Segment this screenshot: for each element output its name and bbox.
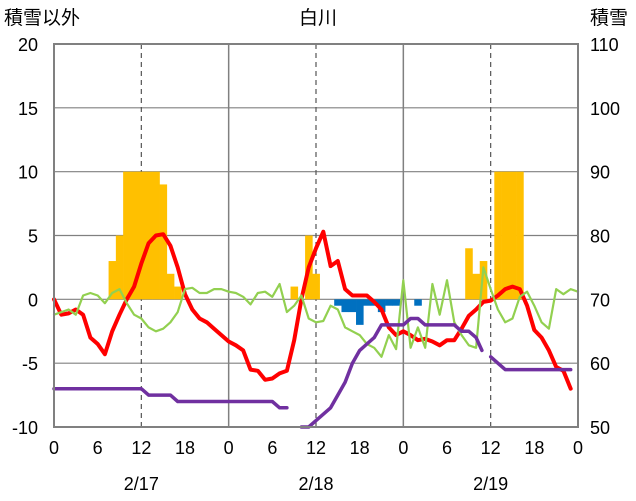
y-left-tick: -5 [22, 354, 38, 374]
y-left-tick: 5 [28, 227, 38, 247]
bar [479, 261, 488, 300]
date-label: 2/19 [473, 474, 508, 494]
bar [363, 299, 371, 306]
bar [472, 273, 481, 300]
bar [144, 171, 153, 300]
y-right-tick: 90 [590, 163, 610, 183]
bar [123, 171, 131, 300]
x-tick: 0 [573, 438, 583, 458]
lines [52, 229, 580, 429]
series-green-line [52, 266, 580, 358]
bar [174, 286, 182, 300]
bar [377, 299, 386, 313]
date-label: 2/17 [124, 474, 159, 494]
x-tick: 18 [524, 438, 544, 458]
chart-title: 白川 [299, 7, 337, 29]
x-tick: 0 [398, 438, 408, 458]
x-tick: 12 [306, 438, 326, 458]
bar [108, 261, 117, 300]
series-purple-line [299, 316, 484, 429]
y-left-tick: 15 [18, 99, 38, 119]
bar [414, 299, 422, 306]
plot-frame [53, 43, 579, 428]
x-tick: 0 [49, 438, 59, 458]
bar [356, 299, 364, 325]
y-left-tick: 20 [18, 35, 38, 55]
bar [166, 273, 175, 300]
bar [508, 171, 517, 300]
left-axis-label: 積雪以外 [4, 7, 80, 29]
bar [392, 299, 400, 306]
bar [137, 171, 146, 300]
bar [159, 184, 168, 300]
bar [115, 235, 124, 300]
y-right-tick: 50 [590, 418, 610, 438]
bar [312, 273, 320, 300]
x-tick: 12 [131, 438, 151, 458]
header-labels: 積雪以外 白川 積雪 [4, 7, 628, 29]
x-tick: 6 [93, 438, 103, 458]
series-red-line [52, 229, 573, 391]
x-tick: 6 [267, 438, 277, 458]
y-left-tick: 0 [28, 290, 38, 310]
y-left-tick: 10 [18, 163, 38, 183]
x-tick: 18 [175, 438, 195, 458]
series-purple-line [488, 355, 573, 372]
bar [341, 299, 350, 313]
y-right-tick: 110 [590, 35, 619, 55]
x-tick: 0 [224, 438, 234, 458]
y-right-tick: 80 [590, 227, 610, 247]
bar [334, 299, 342, 306]
date-label: 2/18 [298, 474, 333, 494]
bar [290, 286, 299, 300]
y-left-tick: -10 [12, 418, 38, 438]
right-axis-label: 積雪 [590, 7, 628, 29]
bar [465, 248, 473, 300]
series-purple-line [52, 386, 289, 410]
bar [494, 171, 502, 300]
x-tick: 18 [350, 438, 370, 458]
y-right-tick: 100 [590, 99, 620, 119]
bar [348, 299, 357, 313]
y-right-tick: 60 [590, 354, 610, 374]
bar [130, 171, 138, 300]
bar [501, 171, 510, 300]
x-tick: 12 [481, 438, 501, 458]
x-tick: 6 [442, 438, 452, 458]
y-right-tick: 70 [590, 290, 610, 310]
bar [516, 171, 524, 300]
bar [385, 299, 393, 306]
